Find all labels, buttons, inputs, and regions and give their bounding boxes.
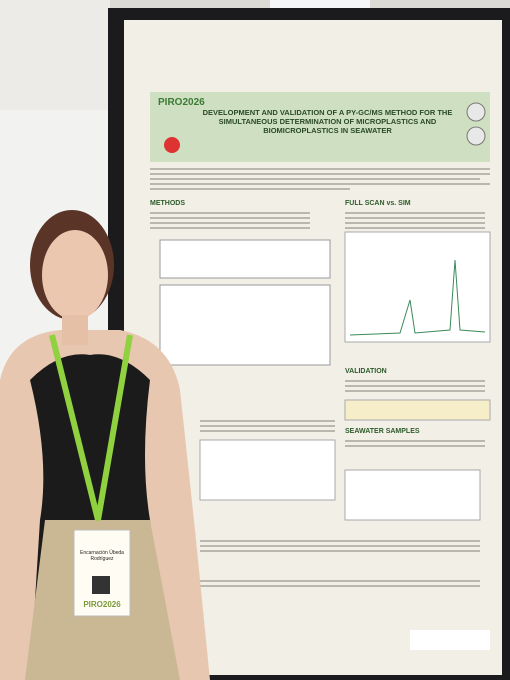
poster-logo: PIRO2026 [158,97,205,108]
table [344,469,481,521]
table [344,399,491,421]
section-heading: VALIDATION [345,368,387,375]
section-heading: SEAWATER SAMPLES [345,428,420,435]
badge [73,529,131,617]
badge-name: Encarnación Úbeda Rodríguez [80,550,124,562]
neck [62,315,88,345]
figure [199,439,336,501]
face [42,230,108,320]
table [159,284,331,366]
section-heading: FULL SCAN vs. SIM [345,200,411,207]
poster-header [150,92,490,162]
badge-event: PIRO2026 [83,600,121,609]
sponsor-logos [410,630,490,650]
section-heading: METHODS [150,200,185,207]
qr-code [92,576,110,594]
poster-text-lines [150,168,490,587]
figure [344,231,491,343]
poster-title: DEVELOPMENT AND VALIDATION OF A PY-GC/MS… [202,108,453,135]
logo [466,126,486,146]
logo [164,137,180,153]
lanyard [49,334,133,521]
logo [466,102,486,122]
wall-light [0,0,110,110]
chromatogram [349,259,486,336]
table [159,239,331,279]
